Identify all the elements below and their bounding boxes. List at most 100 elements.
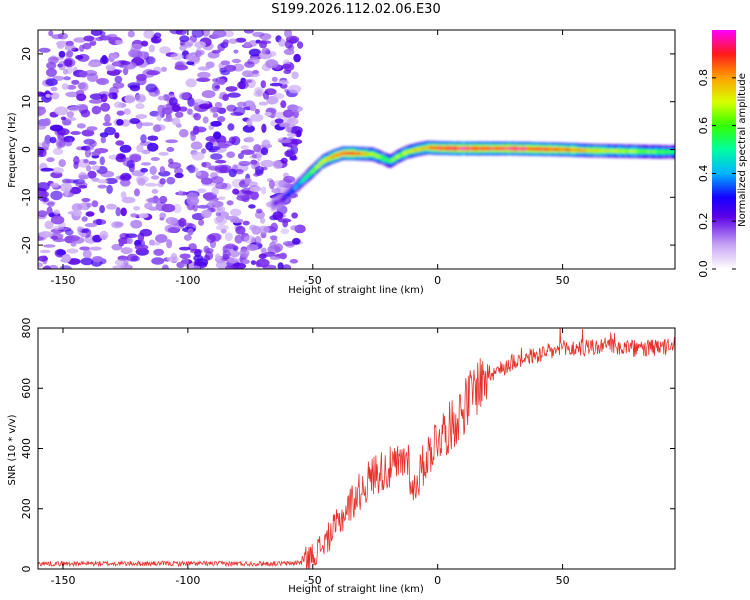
noise-blob: [124, 94, 135, 104]
noise-blob: [215, 253, 221, 261]
noise-blob: [253, 144, 262, 153]
noise-blob: [127, 30, 135, 38]
noise-blob: [44, 220, 54, 230]
noise-blob: [193, 113, 201, 121]
noise-blob: [240, 149, 255, 155]
noise-blob: [50, 190, 63, 201]
noise-blob: [238, 160, 251, 167]
spectrogram-y-axis-label: Frequency (Hz): [7, 112, 18, 188]
noise-blob: [259, 33, 272, 41]
noise-blob: [187, 228, 194, 236]
noise-blob: [175, 111, 184, 118]
noise-blob: [191, 30, 204, 38]
ridge-cell: [672, 150, 675, 154]
noise-blob: [236, 101, 247, 107]
noise-blob: [91, 151, 101, 156]
noise-blob: [123, 108, 131, 115]
noise-blob: [66, 117, 77, 121]
noise-blob: [174, 167, 183, 175]
noise-blob: [214, 159, 227, 164]
noise-blob: [92, 256, 104, 263]
noise-blob: [216, 224, 229, 231]
noise-blob: [130, 43, 143, 50]
noise-blob: [86, 126, 98, 131]
noise-blob: [83, 159, 89, 164]
noise-blob: [116, 119, 124, 126]
noise-blob: [65, 91, 79, 98]
noise-blob: [261, 123, 267, 133]
colorbar-scale: [712, 30, 736, 269]
noise-blob: [66, 111, 75, 118]
noise-blob: [290, 225, 300, 231]
noise-blob: [291, 212, 298, 219]
noise-blob: [227, 92, 241, 98]
noise-blob: [86, 165, 92, 172]
noise-blob: [82, 249, 92, 259]
noise-blob: [38, 231, 53, 238]
noise-blob: [195, 171, 202, 176]
noise-blob: [86, 144, 95, 151]
noise-blob: [232, 188, 240, 195]
noise-blob: [262, 91, 270, 100]
noise-blob: [213, 131, 222, 140]
noise-blob: [228, 38, 238, 44]
noise-blob: [210, 120, 222, 127]
noise-blob: [150, 36, 162, 44]
noise-blob: [246, 118, 253, 127]
x-tick-label: 50: [556, 574, 570, 587]
noise-blob: [261, 47, 270, 55]
noise-blob: [294, 130, 302, 138]
noise-blob: [47, 56, 59, 65]
noise-blob: [250, 260, 257, 265]
noise-blob: [45, 78, 58, 86]
noise-blob: [190, 248, 203, 254]
noise-blob: [214, 164, 228, 174]
noise-blob: [126, 253, 139, 262]
noise-blob: [44, 265, 51, 269]
noise-blob: [99, 205, 105, 214]
noise-blob: [58, 50, 66, 58]
x-tick-label: -100: [175, 574, 200, 587]
noise-blob: [254, 108, 260, 115]
spectrogram-x-axis-label: Height of straight line (km): [288, 285, 424, 296]
noise-blob: [75, 55, 84, 60]
noise-blob: [165, 217, 178, 225]
noise-blob: [138, 51, 149, 59]
noise-blob: [110, 40, 116, 45]
noise-blob: [172, 203, 182, 214]
noise-blob: [63, 76, 71, 81]
noise-blob: [231, 58, 242, 64]
noise-blob: [140, 122, 154, 127]
noise-blob: [224, 64, 237, 72]
noise-blob: [269, 82, 283, 87]
noise-blob: [120, 60, 131, 65]
noise-blob: [289, 156, 298, 161]
noise-blob: [140, 168, 149, 173]
noise-blob: [235, 225, 246, 235]
noise-blob: [106, 65, 116, 72]
noise-blob: [129, 118, 141, 124]
noise-blob: [66, 235, 80, 242]
noise-blob: [52, 147, 64, 155]
y-tick-label: 800: [20, 318, 33, 339]
y-tick-label: 600: [20, 378, 33, 399]
noise-blob: [226, 200, 234, 206]
noise-blob: [197, 66, 211, 71]
noise-blob: [226, 151, 236, 158]
noise-blob: [54, 106, 69, 116]
snr-panel: -150 -100 -50 0 50 0 200 400 600 800 Height of s…: [7, 318, 676, 595]
noise-blob: [181, 257, 189, 267]
noise-blob: [177, 190, 184, 196]
noise-blob: [124, 233, 138, 238]
noise-blob: [66, 50, 74, 58]
noise-blob: [147, 197, 162, 204]
noise-blob: [278, 139, 292, 144]
noise-blob: [166, 147, 175, 152]
noise-blob: [89, 93, 104, 100]
noise-blob: [129, 84, 141, 92]
noise-blob: [51, 167, 64, 174]
noise-blob: [159, 212, 167, 219]
noise-blob: [120, 178, 131, 187]
noise-blob: [174, 64, 188, 71]
